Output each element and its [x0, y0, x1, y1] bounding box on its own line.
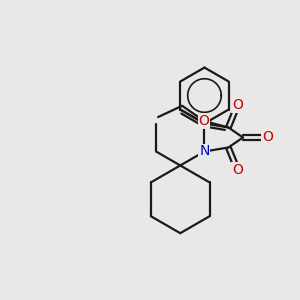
Text: O: O — [262, 130, 273, 145]
Text: N: N — [199, 145, 210, 158]
Text: O: O — [232, 163, 243, 177]
Text: O: O — [232, 98, 243, 112]
Text: O: O — [199, 114, 209, 128]
